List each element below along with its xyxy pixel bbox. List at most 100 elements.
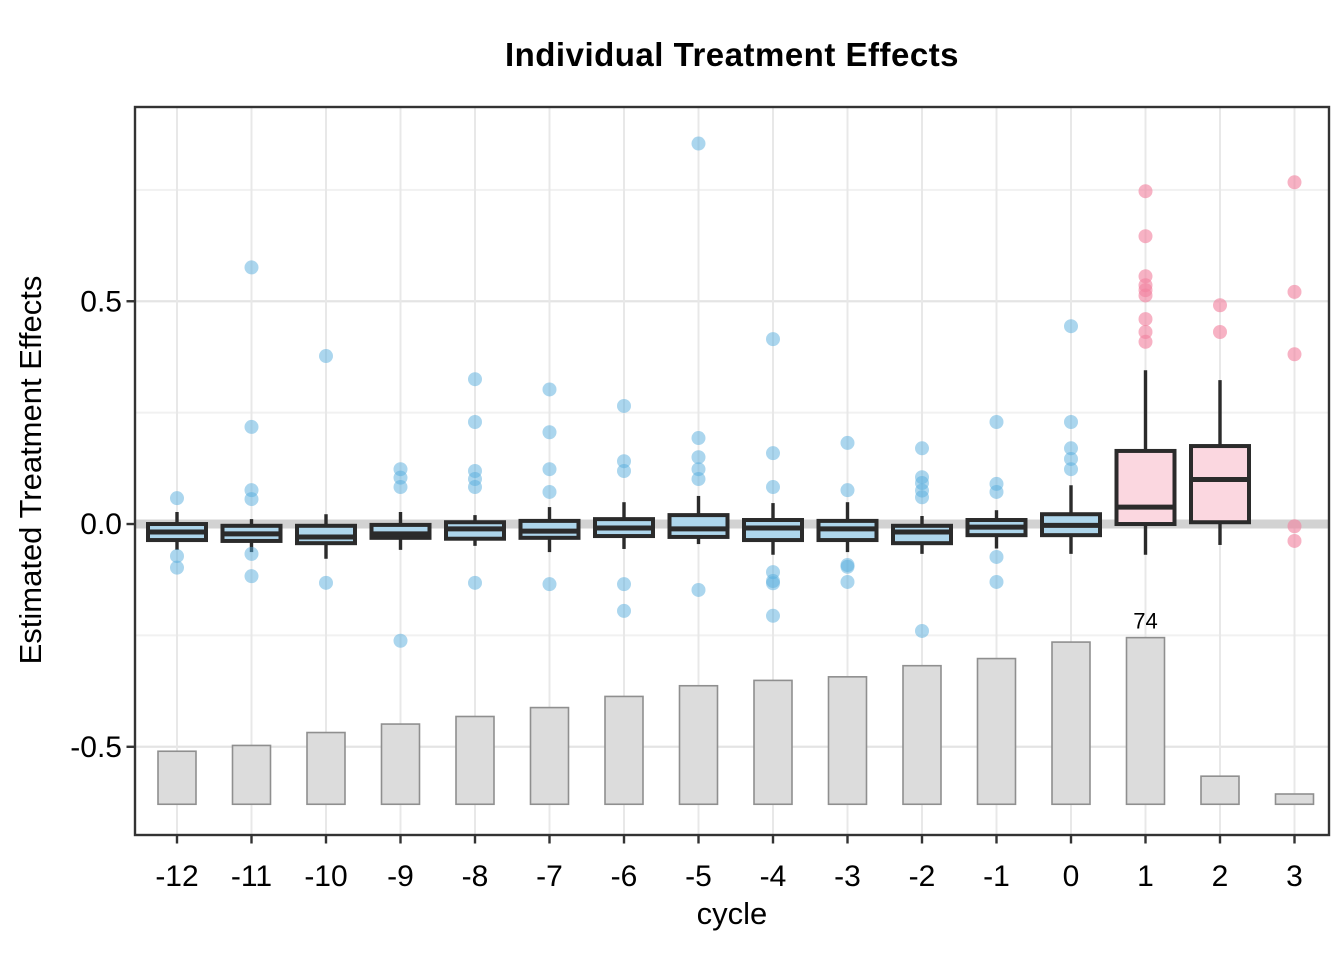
x-tick-label: 1 bbox=[1137, 860, 1154, 893]
outlier-point bbox=[1138, 312, 1153, 327]
outlier-point bbox=[840, 574, 855, 589]
outlier-point bbox=[1138, 229, 1153, 244]
x-tick-label: -11 bbox=[231, 860, 272, 893]
outlier-point bbox=[617, 454, 631, 469]
boxplot-box bbox=[667, 513, 730, 539]
x-tick-label: -9 bbox=[387, 860, 414, 893]
outlier-point bbox=[1138, 288, 1153, 303]
y-tick-label: -0.5 bbox=[70, 731, 122, 764]
count-bar bbox=[306, 731, 346, 806]
outlier-point bbox=[468, 480, 482, 495]
x-tick-label: -1 bbox=[983, 860, 1010, 893]
x-tick-label: -4 bbox=[760, 860, 787, 893]
outlier-point bbox=[766, 480, 780, 495]
outlier-point bbox=[170, 560, 184, 575]
outlier-point bbox=[244, 569, 259, 584]
outlier-point bbox=[1213, 298, 1227, 313]
outlier-point bbox=[1287, 284, 1302, 299]
outlier-point bbox=[393, 633, 408, 648]
count-bar bbox=[827, 676, 868, 806]
outlier-point bbox=[915, 441, 929, 456]
count-bar bbox=[1051, 641, 1091, 806]
outlier-point bbox=[542, 425, 557, 440]
outlier-point bbox=[1138, 334, 1153, 349]
bar-count-label: 74 bbox=[1133, 609, 1157, 634]
x-tick-label: -10 bbox=[304, 860, 347, 893]
outlier-point bbox=[617, 577, 631, 592]
y-tick-label: 0.0 bbox=[80, 508, 122, 541]
x-tick-label: -6 bbox=[611, 860, 638, 893]
outlier-point bbox=[244, 492, 259, 507]
x-tick-label: -7 bbox=[536, 860, 563, 893]
outlier-point bbox=[542, 462, 557, 477]
boxplot-box bbox=[1114, 448, 1177, 527]
x-tick-label: 2 bbox=[1212, 860, 1229, 893]
outlier-point bbox=[542, 577, 557, 592]
zero-reference-line bbox=[135, 519, 1329, 529]
outlier-point bbox=[468, 414, 482, 429]
boxplot-box bbox=[1189, 444, 1251, 525]
outlier-point bbox=[319, 575, 333, 590]
count-bar bbox=[1125, 636, 1166, 806]
outlier-point bbox=[170, 491, 184, 506]
outlier-point bbox=[915, 490, 929, 505]
outlier-point bbox=[766, 576, 780, 591]
outlier-point bbox=[766, 332, 780, 347]
outlier-point bbox=[691, 136, 706, 151]
x-tick-label: -3 bbox=[834, 860, 861, 893]
outlier-point bbox=[989, 574, 1004, 589]
outlier-point bbox=[617, 398, 631, 413]
outlier-point bbox=[393, 480, 408, 495]
panel-border bbox=[133, 105, 1331, 837]
outlier-point bbox=[244, 260, 259, 275]
outlier-point bbox=[1064, 414, 1078, 429]
count-bar bbox=[1200, 775, 1240, 806]
count-bar bbox=[902, 664, 942, 806]
count-bar bbox=[1274, 793, 1315, 806]
outlier-point bbox=[617, 464, 631, 478]
outlier-point bbox=[542, 382, 557, 397]
outlier-point bbox=[319, 349, 333, 364]
outlier-point bbox=[1287, 347, 1302, 362]
outlier-point bbox=[989, 414, 1004, 429]
x-tick-label: -12 bbox=[155, 860, 198, 893]
outlier-point bbox=[691, 462, 706, 477]
count-bar bbox=[157, 750, 197, 806]
x-tick-label: -8 bbox=[462, 860, 489, 893]
outlier-point bbox=[1138, 324, 1153, 339]
outlier-point bbox=[766, 608, 780, 623]
outlier-point bbox=[1287, 175, 1302, 190]
x-tick-label: -2 bbox=[909, 860, 936, 893]
outlier-point bbox=[766, 446, 780, 461]
x-tick-label: 3 bbox=[1286, 860, 1303, 893]
outlier-point bbox=[989, 549, 1004, 564]
outlier-point bbox=[691, 582, 706, 597]
x-axis-title: cycle bbox=[696, 896, 768, 931]
y-tick-label: 0.5 bbox=[80, 285, 122, 318]
outlier-point bbox=[617, 603, 631, 618]
outlier-point bbox=[1064, 462, 1078, 477]
outlier-point bbox=[468, 575, 482, 590]
outlier-point bbox=[244, 419, 259, 434]
chart-title: Individual Treatment Effects bbox=[504, 36, 960, 73]
outlier-point bbox=[244, 546, 259, 561]
outlier-point bbox=[1138, 184, 1153, 199]
x-tick-label: 0 bbox=[1063, 860, 1080, 893]
outlier-point bbox=[170, 549, 184, 564]
outlier-point bbox=[840, 483, 855, 498]
x-tick-label: -5 bbox=[685, 860, 712, 893]
outlier-point bbox=[1287, 533, 1302, 548]
outlier-point bbox=[915, 623, 929, 638]
count-bar bbox=[380, 723, 421, 806]
outlier-point bbox=[468, 372, 482, 387]
outlier-point bbox=[691, 450, 706, 465]
outlier-point bbox=[542, 484, 557, 499]
outlier-point bbox=[1064, 319, 1078, 334]
count-bar bbox=[678, 684, 719, 806]
count-bar bbox=[455, 715, 495, 806]
count-bar bbox=[231, 744, 272, 806]
outlier-point bbox=[840, 435, 855, 450]
outlier-point bbox=[1064, 441, 1078, 456]
